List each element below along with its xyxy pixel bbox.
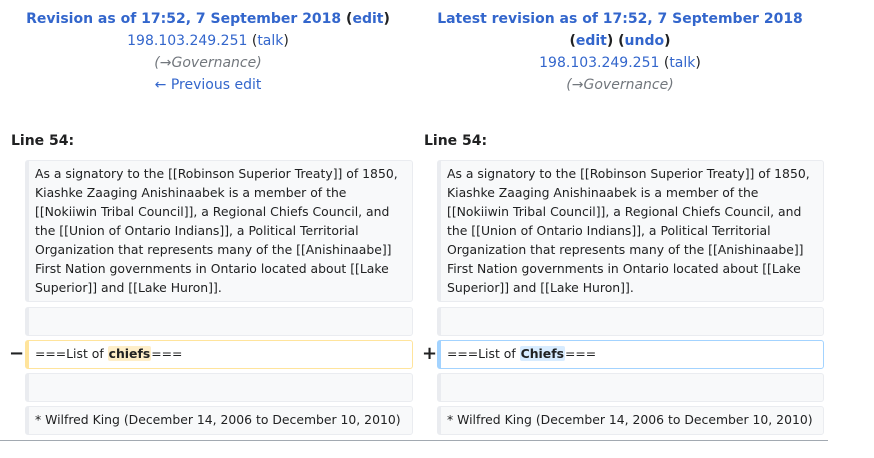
added-line: ===List of Chiefs=== — [437, 340, 824, 369]
old-revision-user: 198.103.249.251 (talk) — [127, 33, 289, 49]
removed-word: chiefs — [107, 346, 152, 361]
removed-line-prefix: ===List of — [35, 346, 108, 361]
added-line-suffix: === — [564, 346, 597, 361]
new-revision-link[interactable]: Latest revision as of 17:52, 7 September… — [437, 11, 803, 27]
new-context-last-line: * Wilfred King (December 14, 2006 to Dec… — [437, 406, 824, 435]
added-line-prefix: ===List of — [447, 346, 520, 361]
new-summary-section: Governance — [583, 77, 669, 93]
previous-edit-link[interactable]: ← Previous edit — [154, 77, 262, 93]
old-edit-link[interactable]: edit — [352, 11, 384, 27]
plus-marker: + — [422, 343, 438, 364]
old-revision-link[interactable]: Revision as of 17:52, 7 September 2018 — [26, 11, 342, 27]
new-context-empty-line — [437, 307, 824, 336]
new-revision-header: Latest revision as of 17:52, 7 September… — [412, 8, 828, 96]
undo-link[interactable]: undo — [624, 33, 665, 49]
new-revision-title: Latest revision as of 17:52, 7 September… — [412, 8, 828, 30]
new-talk-link[interactable]: talk — [669, 55, 696, 71]
new-line-number: Line 54: — [424, 133, 488, 149]
added-word: Chiefs — [519, 346, 565, 361]
new-revision-user: 198.103.249.251 (talk) — [539, 55, 701, 71]
removed-line-suffix: === — [151, 346, 183, 361]
old-edit-summary: (→Governance) — [154, 55, 262, 71]
old-context-empty-line — [25, 307, 413, 336]
old-line-number: Line 54: — [11, 133, 75, 149]
old-talk-link[interactable]: talk — [257, 33, 284, 49]
new-edit-link[interactable]: edit — [575, 33, 607, 49]
removed-line: ===List of chiefs=== — [25, 340, 413, 369]
minus-marker: − — [9, 343, 25, 364]
new-summary-arrow-link[interactable]: → — [571, 77, 584, 93]
old-revision-header: Revision as of 17:52, 7 September 2018 (… — [0, 8, 416, 96]
old-context-last-line: * Wilfred King (December 14, 2006 to Dec… — [25, 406, 413, 435]
old-summary-arrow-link[interactable]: → — [159, 55, 172, 71]
old-user-link[interactable]: 198.103.249.251 — [127, 33, 248, 49]
old-context-empty-line-2 — [25, 373, 413, 402]
old-summary-section: Governance — [171, 55, 257, 71]
diff-bottom-divider — [0, 440, 828, 441]
old-context-paragraph: As a signatory to the [[Robinson Superio… — [25, 160, 413, 302]
new-context-empty-line-2 — [437, 373, 824, 402]
old-revision-title: Revision as of 17:52, 7 September 2018 (… — [26, 11, 390, 27]
new-revision-actions: (edit) (undo) — [569, 33, 671, 49]
new-user-link[interactable]: 198.103.249.251 — [539, 55, 660, 71]
new-context-paragraph: As a signatory to the [[Robinson Superio… — [437, 160, 824, 302]
new-edit-summary: (→Governance) — [566, 77, 674, 93]
